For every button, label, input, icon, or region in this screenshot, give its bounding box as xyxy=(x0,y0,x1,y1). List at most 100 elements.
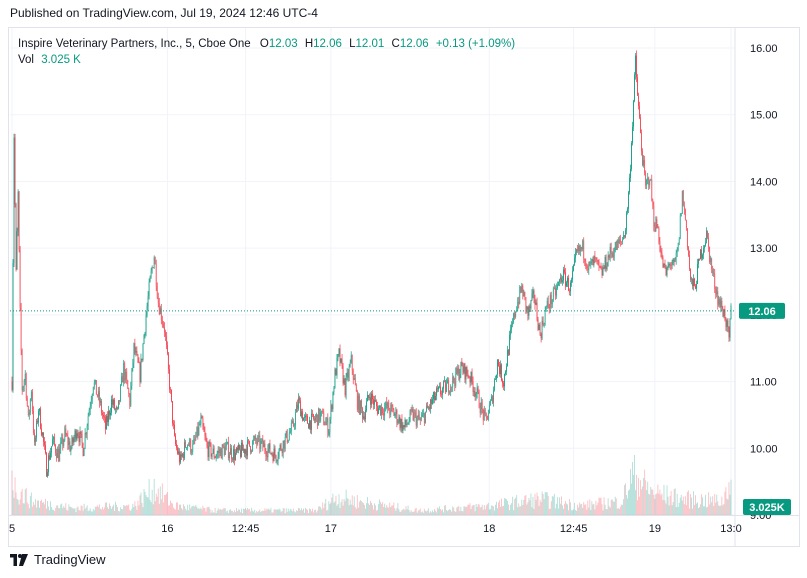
candle-body xyxy=(618,239,620,244)
candle-body xyxy=(525,297,527,310)
candle-body xyxy=(480,402,482,414)
volume-bar xyxy=(170,500,171,515)
candle-body xyxy=(558,282,559,285)
candle-body xyxy=(437,388,438,390)
tradingview-brand[interactable]: TradingView xyxy=(10,552,106,567)
candle-body xyxy=(578,245,580,252)
volume-bar xyxy=(101,507,103,515)
volume-bar xyxy=(52,509,54,515)
candle-body xyxy=(575,252,576,258)
volume-bar xyxy=(142,507,144,515)
candle-body xyxy=(546,300,548,307)
candle-body xyxy=(436,388,437,396)
candle-body xyxy=(239,444,240,450)
volume-bar xyxy=(479,507,481,515)
candle-body xyxy=(545,306,547,311)
candle-body xyxy=(662,257,664,268)
candle-body xyxy=(500,364,501,374)
candle-body xyxy=(26,397,28,406)
candle-body xyxy=(100,401,101,403)
candle-body xyxy=(266,456,268,458)
volume-bar xyxy=(59,508,61,515)
candle-body xyxy=(334,369,336,389)
volume-bar xyxy=(545,492,547,515)
candle-body xyxy=(404,419,406,428)
candle-body xyxy=(267,448,269,458)
candle-body xyxy=(393,409,395,416)
candle-body xyxy=(195,436,197,440)
volume-bar xyxy=(144,491,146,515)
volume-bar xyxy=(725,487,727,515)
volume-bar xyxy=(302,510,303,515)
volume-bar xyxy=(89,508,91,515)
candle-body xyxy=(285,430,287,437)
candle-body xyxy=(703,248,704,255)
chart-frame[interactable] xyxy=(8,27,800,547)
candle-body xyxy=(605,257,607,269)
candle-body xyxy=(123,363,125,383)
candle-body xyxy=(333,388,335,393)
volume-bar xyxy=(102,509,104,515)
candle-body xyxy=(151,267,153,272)
candle-body xyxy=(388,402,390,411)
candle-body xyxy=(506,366,507,372)
volume-bar xyxy=(506,499,507,515)
volume-bar xyxy=(441,510,442,515)
candle-body xyxy=(572,271,573,280)
candle-body xyxy=(274,448,276,456)
volume-bar xyxy=(575,510,577,515)
candle-body xyxy=(28,413,30,415)
volume-bar xyxy=(686,491,688,515)
volume-bar xyxy=(32,501,34,515)
candle-body xyxy=(101,401,102,414)
volume-bar xyxy=(389,502,391,515)
candle-body xyxy=(166,336,167,346)
candle-body xyxy=(50,452,51,460)
volume-bar xyxy=(714,493,716,515)
x-tick-label: 13:0 xyxy=(720,523,741,535)
candle-body xyxy=(691,278,692,280)
candle-body xyxy=(343,378,345,384)
volume-bar xyxy=(696,503,697,515)
volume-bar xyxy=(672,502,674,515)
candle-body xyxy=(215,456,217,459)
candle-body xyxy=(194,438,196,440)
candle-body xyxy=(412,409,414,420)
candle-body xyxy=(342,365,344,384)
candle-body xyxy=(415,412,417,426)
candle-body xyxy=(612,253,614,258)
volume-bar xyxy=(60,504,62,515)
volume-bar xyxy=(249,508,251,515)
volume-bar xyxy=(502,506,503,515)
volume-bar xyxy=(266,508,268,515)
volume-bar xyxy=(331,497,333,515)
candle-body xyxy=(268,443,270,449)
candle-body xyxy=(145,315,147,333)
candle-body xyxy=(414,412,416,414)
candle-body xyxy=(694,278,695,286)
candle-body xyxy=(485,413,487,416)
candle-body xyxy=(103,415,104,417)
candle-body xyxy=(439,386,440,388)
volume-bar xyxy=(598,497,600,515)
volume-bar xyxy=(65,503,67,515)
candle-body xyxy=(273,448,275,462)
candle-body xyxy=(628,192,629,209)
volume-bar xyxy=(475,503,477,515)
candle-body xyxy=(86,425,88,435)
volume-bar xyxy=(55,507,57,515)
volume-bar xyxy=(315,509,317,515)
volume-bar xyxy=(703,506,704,515)
candle-body xyxy=(493,390,494,403)
volume-bar xyxy=(236,507,237,515)
volume-bar xyxy=(182,509,184,515)
volume-bar xyxy=(681,500,683,515)
candle-body xyxy=(244,448,245,454)
candle-body xyxy=(478,391,480,408)
candle-body xyxy=(219,449,221,453)
volume-bar xyxy=(12,490,14,515)
volume-bar xyxy=(724,491,726,515)
volume-bar xyxy=(540,502,542,515)
candle-body xyxy=(98,391,100,403)
